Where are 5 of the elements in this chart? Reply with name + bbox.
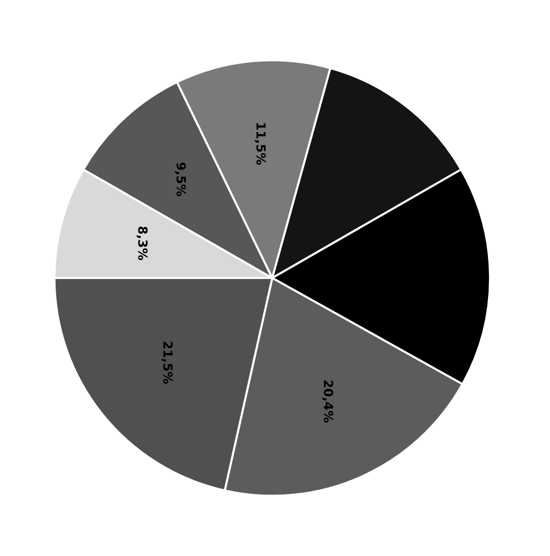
- data-label: 21,5%: [162, 342, 173, 384]
- data-label: 11,5%: [254, 123, 266, 165]
- data-label: 20,4%: [322, 380, 334, 423]
- data-label: 8,3%: [136, 226, 148, 260]
- data-label: 9,5%: [174, 162, 186, 196]
